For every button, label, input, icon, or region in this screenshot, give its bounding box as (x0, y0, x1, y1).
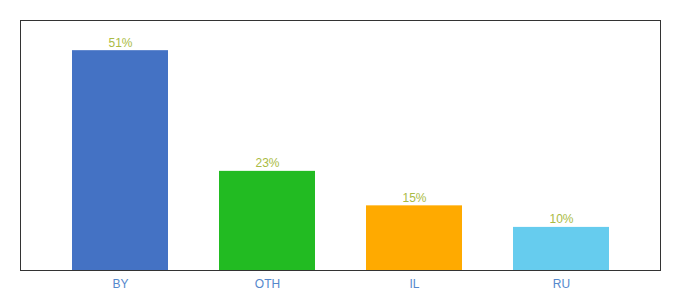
svg-text:BY: BY (112, 277, 128, 291)
svg-text:IL: IL (409, 277, 419, 291)
svg-text:15%: 15% (402, 191, 426, 205)
svg-text:51%: 51% (108, 36, 132, 50)
svg-text:23%: 23% (255, 156, 279, 170)
svg-text:RU: RU (553, 277, 570, 291)
svg-text:OTH: OTH (255, 277, 280, 291)
svg-text:10%: 10% (549, 212, 573, 226)
